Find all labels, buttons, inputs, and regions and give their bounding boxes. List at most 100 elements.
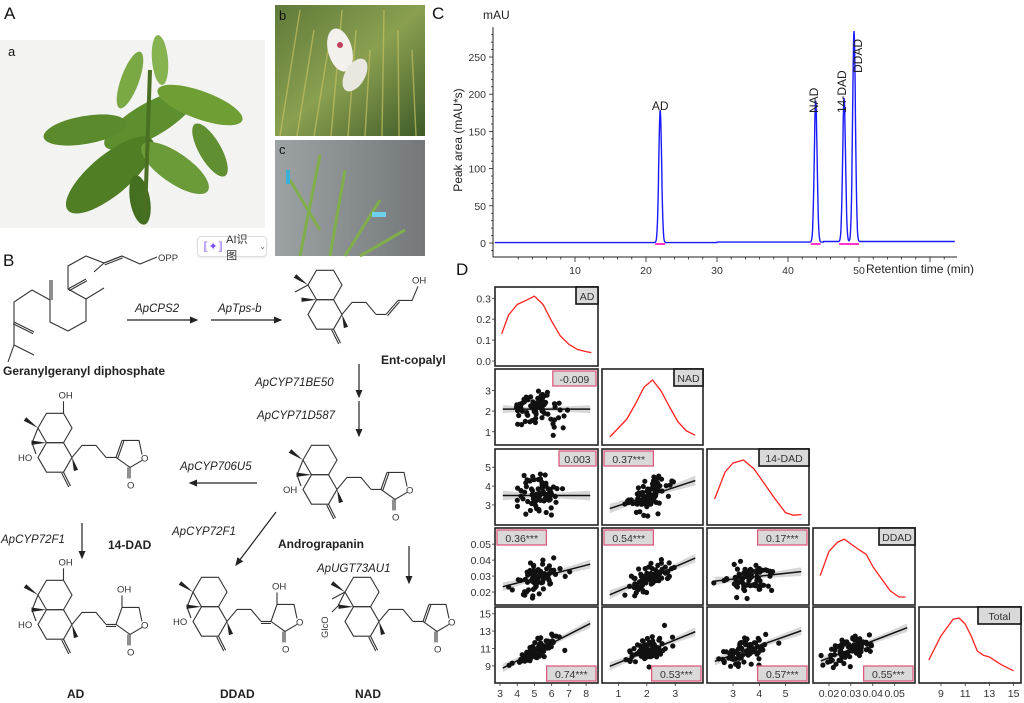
stem-line: [397, 29, 400, 137]
scatter-point: [522, 489, 528, 495]
scatter-point: [850, 636, 856, 642]
correlation-label-box: [756, 665, 808, 682]
chromatogram-trace: [494, 30, 955, 244]
scatter-point: [644, 642, 650, 648]
enzyme-label-apcyp706u5: ApCYP706U5: [179, 461, 252, 473]
bond: [13, 344, 35, 356]
scatter-point: [665, 575, 671, 581]
bond: [368, 636, 377, 652]
scatter-point: [644, 635, 651, 642]
compound-name-14-dad: 14-DAD: [108, 538, 152, 552]
leaf-shape: [141, 141, 209, 195]
scatter-point: [536, 508, 542, 514]
x-tick-label: 4: [514, 688, 520, 700]
scatter-point: [627, 648, 633, 654]
atom-label-ring-oxygen: O: [406, 485, 413, 496]
scatter-point: [535, 636, 542, 642]
scatter-point: [543, 509, 549, 516]
ring: [192, 606, 228, 637]
variable-strip-label: 14-DAD: [765, 453, 803, 465]
chain: [378, 608, 414, 622]
wedge-bond: [72, 457, 79, 472]
scatter-point: [524, 411, 530, 418]
scatter-point: [515, 421, 521, 427]
y-tick-label: 0.04: [471, 555, 492, 567]
atom-label-ring-oxygen: O: [448, 617, 455, 628]
wedge-bond: [178, 581, 193, 592]
scatter-point: [867, 648, 873, 654]
chain: [71, 444, 107, 458]
density-panel: NAD: [601, 368, 704, 446]
scatter-point: [522, 589, 528, 595]
enzyme-label-apcps2: ApCPS2: [134, 303, 180, 315]
bond: [117, 440, 125, 459]
atom-label-carbonyl-oxygen: O: [127, 647, 134, 658]
regression-line: [609, 631, 696, 668]
density-curve: [609, 379, 696, 438]
compound-name-ddad: DDAD: [220, 687, 255, 701]
enzyme-label-apcyp72f1-diagonal: ApCYP72F1: [171, 526, 236, 538]
scatter-point: [662, 646, 668, 652]
scatter-point: [753, 562, 759, 569]
scatter-point: [559, 486, 566, 492]
scatter-point: [640, 587, 646, 594]
x-tick-label: 8: [583, 688, 589, 700]
scatter-point: [519, 400, 526, 406]
variable-strip-label-box: [758, 448, 810, 467]
scatter-point: [737, 558, 744, 564]
density-curve: [713, 459, 802, 516]
scatter-point: [667, 482, 673, 488]
scatter-point: [760, 582, 766, 588]
scatter-point: [532, 640, 538, 646]
wedge-bond: [379, 621, 386, 636]
scatter-point: [753, 640, 759, 646]
x-axis-title: Retention time (min): [866, 262, 974, 276]
correlation-coefficient: 0.37***: [612, 454, 645, 466]
scatter-point: [552, 493, 558, 500]
scatter-point: [734, 566, 741, 572]
scatter-point: [557, 566, 563, 572]
scatter-point: [746, 642, 752, 649]
scatter-point: [669, 478, 675, 484]
scatter-point: [647, 654, 654, 660]
y-tick-label: 2: [485, 406, 491, 418]
scatter-point: [523, 394, 529, 400]
scatter-point: [549, 631, 555, 637]
ai-image-recognition-button[interactable]: ⟦✦⟧ AI识图 ⌄: [197, 234, 267, 262]
scatter-point: [531, 562, 537, 569]
scatter-point: [522, 418, 528, 424]
scatter-point: [641, 655, 648, 662]
scatter-point: [530, 473, 536, 480]
scatter-point: [539, 479, 545, 485]
scatter-point: [539, 415, 545, 421]
scatter-point: [721, 649, 727, 655]
y-tick-label: 3: [485, 386, 491, 398]
y-axis-title: Peak area (mAU*s): [451, 88, 465, 191]
y-tick-label: 250: [468, 52, 486, 64]
y-axis-unit: mAU: [483, 8, 510, 22]
scatter-point: [731, 656, 737, 662]
scatter-point: [744, 595, 750, 602]
density-curve: [819, 538, 906, 598]
y-tick-label: 0.3: [476, 293, 491, 305]
scatter-point: [748, 661, 754, 667]
atom-label-hydroxyl: OH: [412, 275, 426, 286]
bond: [331, 329, 340, 345]
scatter-point: [640, 483, 646, 490]
scatter-point: [758, 645, 764, 651]
y-tick-label: 4: [485, 481, 491, 493]
bond: [331, 591, 346, 600]
green-stem: [298, 154, 322, 257]
bond: [385, 300, 399, 315]
scatter-point: [553, 499, 559, 505]
scatter-point: [548, 567, 555, 574]
scatter-point: [634, 642, 641, 648]
scatter-point: [541, 399, 547, 406]
y-tick-label: 15: [479, 609, 491, 621]
scatter-point: [649, 565, 655, 572]
scatter-point: [648, 581, 654, 587]
y-tick-label: 0.05: [471, 539, 492, 551]
correlation-label-box: [603, 450, 655, 467]
green-stem: [359, 228, 406, 258]
